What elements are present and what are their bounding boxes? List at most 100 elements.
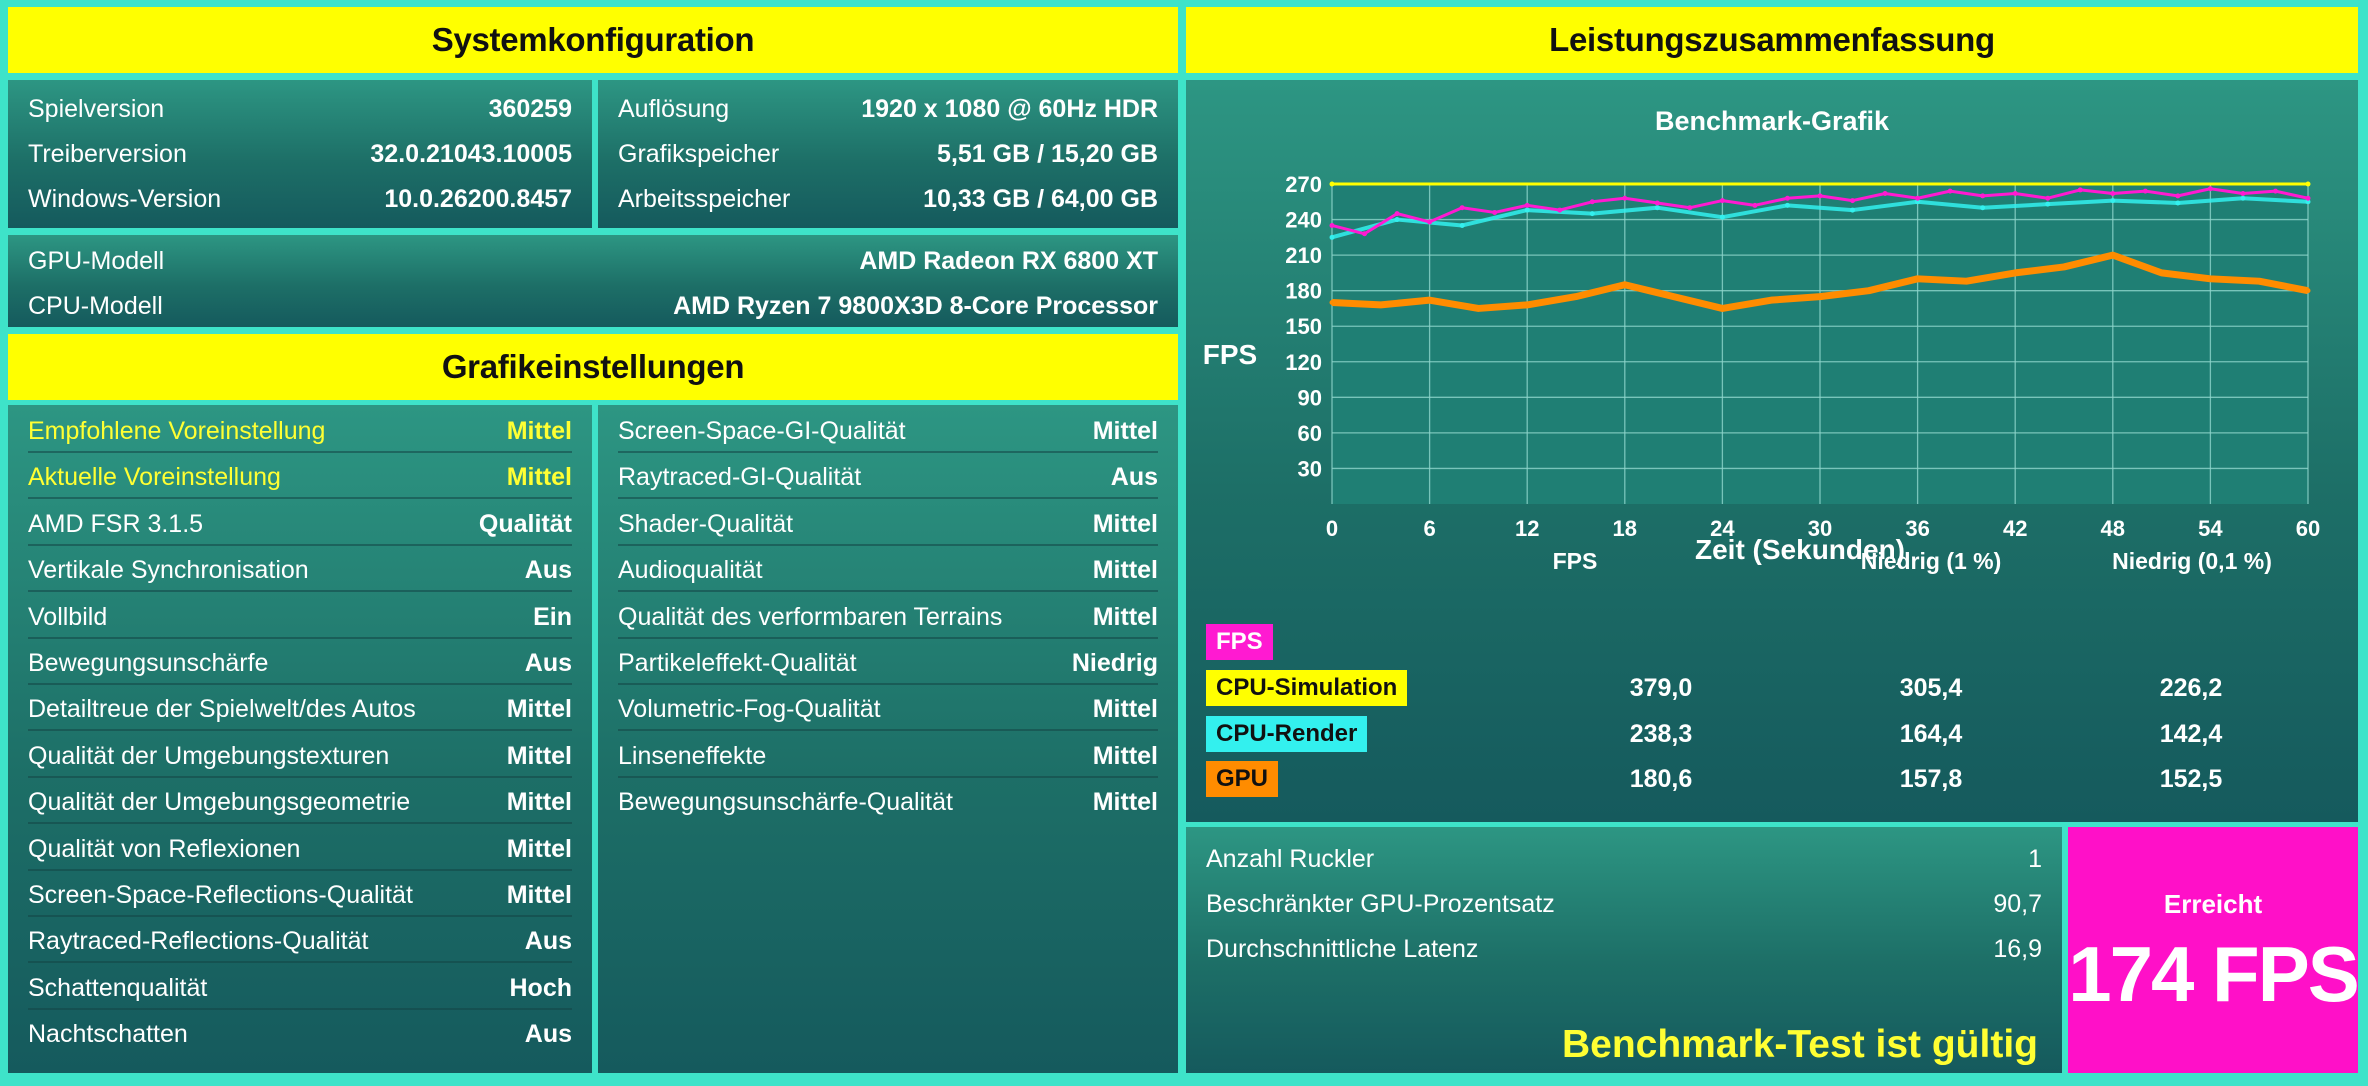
setting-value: Mittel: [506, 463, 572, 492]
y-tick-label: 60: [1298, 421, 1322, 446]
setting-row: Linseneffekte Mittel: [618, 736, 1158, 778]
data-point: [2256, 278, 2262, 284]
setting-label: Linseneffekte: [618, 741, 767, 770]
data-point: [1915, 276, 1921, 282]
setting-value: Mittel: [1092, 741, 1158, 770]
label: Auflösung: [618, 95, 730, 123]
data-point: [1752, 202, 1758, 208]
data-point: [1980, 205, 1986, 211]
setting-label: Aktuelle Voreinstellung: [28, 463, 281, 492]
data-point: [1622, 282, 1628, 288]
benchmark-chart: 30 60 90 120 150 180 210 240 270 0 6 12 18 24 30 36 42 48…: [1203, 106, 2320, 565]
y-tick-label: 180: [1285, 279, 1322, 304]
hardware-panel: GPU-Modell AMD Radeon RX 6800 XT CPU-Mode…: [8, 235, 1178, 327]
setting-value: Aus: [524, 1020, 572, 1049]
cpu-sim-low01: 226,2: [2159, 674, 2223, 702]
data-point: [1622, 195, 1628, 201]
series-line-cpu-render: [1331, 196, 2309, 240]
label: Anzahl Ruckler: [1206, 845, 1375, 873]
setting-value: Mittel: [506, 741, 572, 770]
setting-value: Aus: [524, 649, 572, 677]
y-tick-label: 30: [1298, 456, 1322, 481]
data-point: [2305, 288, 2311, 294]
setting-value: Mittel: [1092, 788, 1158, 817]
data-point: [2110, 198, 2116, 204]
chart-title: Benchmark-Grafik: [1655, 106, 1890, 136]
setting-value: Mittel: [1092, 509, 1158, 538]
system-row-vram: Grafikspeicher 5,51 GB / 15,20 GB: [618, 134, 1158, 174]
data-point: [2012, 270, 2018, 276]
setting-value: Niedrig: [1071, 649, 1158, 677]
setting-row: Nachtschatten Aus: [28, 1014, 572, 1054]
x-tick-label: 60: [2296, 516, 2320, 541]
data-point: [2207, 186, 2213, 192]
value: 1920 x 1080 @ 60Hz HDR: [861, 95, 1158, 123]
data-point: [2045, 201, 2051, 207]
result-box: Erreicht 174 FPS: [2068, 827, 2360, 1073]
table-header-fps: FPS: [1552, 548, 1598, 574]
data-point: [2175, 200, 2181, 206]
data-point: [1329, 234, 1335, 240]
gpu-chip: GPU: [1206, 761, 1279, 797]
x-tick-label: 6: [1423, 516, 1435, 541]
gpu-low01: 152,5: [2159, 765, 2223, 793]
setting-value: Aus: [524, 556, 572, 585]
setting-value: Mittel: [1092, 556, 1158, 585]
value: 90,7: [1993, 890, 2042, 918]
x-tick-label: 36: [1905, 516, 1929, 541]
data-point: [1784, 195, 1790, 201]
setting-row: Audioqualität Mittel: [618, 550, 1158, 593]
system-row-game-version: Spielversion 360259: [28, 89, 572, 129]
setting-label: Raytraced-Reflections-Qualität: [28, 927, 369, 956]
data-point: [1329, 300, 1335, 306]
y-tick-label: 120: [1285, 350, 1322, 375]
y-tick-label: 270: [1285, 172, 1322, 197]
data-point: [1524, 202, 1530, 208]
setting-label: Qualität der Umgebungsgeometrie: [28, 788, 411, 817]
data-point: [1394, 211, 1400, 217]
result-value: 174 FPS: [2068, 930, 2360, 1018]
system-row-cpu-model: CPU-Modell AMD Ryzen 7 9800X3D 8-Core Pro…: [28, 286, 1158, 326]
data-point: [1915, 199, 1921, 205]
benchmark-valid-text: Benchmark-Test ist gültig: [1561, 1023, 2038, 1066]
y-tick-label: 240: [1285, 208, 1322, 233]
setting-row: Screen-Space-GI-Qualität Mittel: [618, 411, 1158, 453]
setting-label: Screen-Space-Reflections-Qualität: [28, 881, 413, 909]
value: AMD Radeon RX 6800 XT: [859, 247, 1158, 275]
data-point: [1850, 198, 1856, 204]
data-point: [1671, 294, 1677, 300]
data-point: [1768, 297, 1774, 303]
performance-summary-header: Leistungszusammenfassung: [1186, 7, 2358, 73]
system-row-resolution: Auflösung 1920 x 1080 @ 60Hz HDR: [618, 89, 1158, 129]
setting-label: Vollbild: [28, 602, 108, 631]
setting-row: AMD FSR 3.1.5 Qualität: [28, 504, 572, 546]
system-row-driver-version: Treiberversion 32.0.21043.10005: [28, 134, 572, 174]
setting-row: Bewegungsunschärfe Aus: [28, 643, 572, 685]
data-point: [1492, 209, 1498, 215]
data-point: [1817, 294, 1823, 300]
data-point: [2159, 270, 2165, 276]
cpu-simulation-chip: CPU-Simulation: [1206, 670, 1408, 706]
cpu-render-low01: 142,4: [2159, 720, 2223, 748]
data-point: [1524, 207, 1530, 213]
setting-row: Qualität des verformbaren Terrains Mittel: [618, 597, 1158, 639]
data-point: [1378, 302, 1384, 308]
setting-label: Qualität des verformbaren Terrains: [618, 602, 1003, 631]
x-tick-label: 48: [2101, 516, 2125, 541]
setting-row: Qualität der Umgebungstexturen Mittel: [28, 736, 572, 778]
data-point: [1362, 231, 1368, 237]
data-point: [2207, 276, 2213, 282]
setting-value: Mittel: [1092, 417, 1158, 445]
setting-label: AMD FSR 3.1.5: [28, 509, 204, 538]
setting-row: Partikeleffekt-Qualität Niedrig: [618, 643, 1158, 685]
setting-label: Bewegungsunschärfe-Qualität: [618, 788, 953, 817]
data-point: [1980, 193, 1986, 199]
stat-avg-latency: Durchschnittliche Latenz 16,9: [1206, 929, 2042, 969]
system-config-header: Systemkonfiguration: [8, 7, 1178, 73]
data-point: [2061, 264, 2067, 270]
x-tick-label: 30: [1808, 516, 1832, 541]
label: Spielversion: [28, 95, 165, 123]
setting-label: Shader-Qualität: [618, 509, 794, 538]
system-row-gpu-model: GPU-Modell AMD Radeon RX 6800 XT: [28, 241, 1158, 281]
setting-row: Qualität der Umgebungsgeometrie Mittel: [28, 782, 572, 825]
